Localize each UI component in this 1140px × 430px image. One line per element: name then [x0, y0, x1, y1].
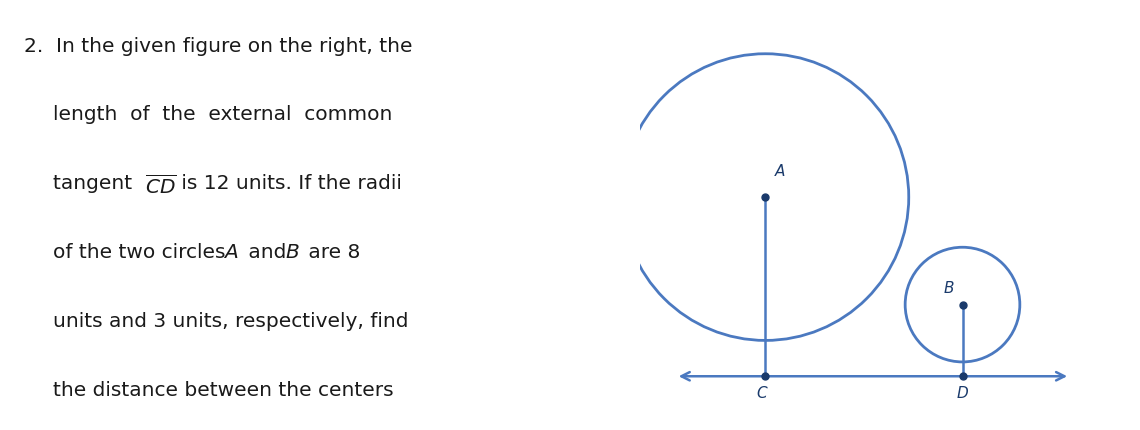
Text: $B$: $B$ — [943, 280, 954, 296]
Text: 2.  In the given figure on the right, the: 2. In the given figure on the right, the — [24, 37, 413, 55]
Text: the distance between the centers: the distance between the centers — [54, 381, 394, 399]
Text: are 8: are 8 — [302, 243, 360, 262]
Text: $A$: $A$ — [774, 163, 787, 179]
Text: $D$: $D$ — [956, 385, 969, 401]
Text: length  of  the  external  common: length of the external common — [54, 105, 392, 124]
Text: units and 3 units, respectively, find: units and 3 units, respectively, find — [54, 312, 409, 331]
Text: tangent: tangent — [54, 174, 139, 193]
Text: $B$: $B$ — [285, 243, 299, 262]
Text: and: and — [242, 243, 293, 262]
Text: $A$: $A$ — [223, 243, 238, 262]
Text: of the two circles: of the two circles — [54, 243, 233, 262]
Text: $C$: $C$ — [756, 385, 768, 401]
Text: $\overline{CD}$: $\overline{CD}$ — [145, 174, 177, 198]
Text: is 12 units. If the radii: is 12 units. If the radii — [174, 174, 401, 193]
